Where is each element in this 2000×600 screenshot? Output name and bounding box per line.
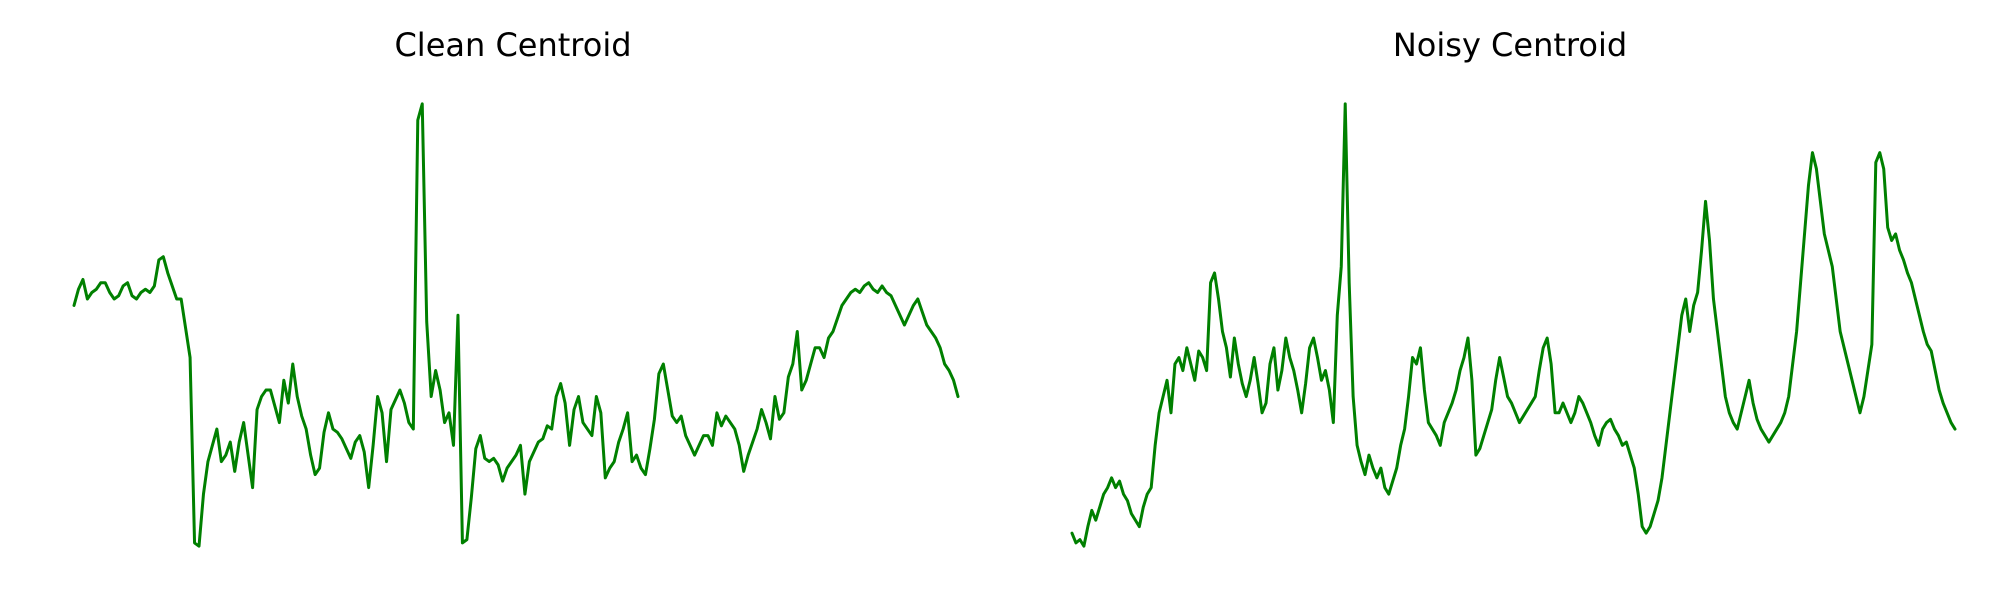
series-line-clean-0 bbox=[72, 102, 960, 548]
chart-title-clean: Clean Centroid bbox=[394, 26, 632, 64]
chart-panel-noisy bbox=[1070, 102, 1957, 548]
chart-panel-clean bbox=[72, 102, 960, 548]
series-line-noisy-0 bbox=[1070, 102, 1957, 548]
chart-title-noisy: Noisy Centroid bbox=[1392, 26, 1628, 64]
